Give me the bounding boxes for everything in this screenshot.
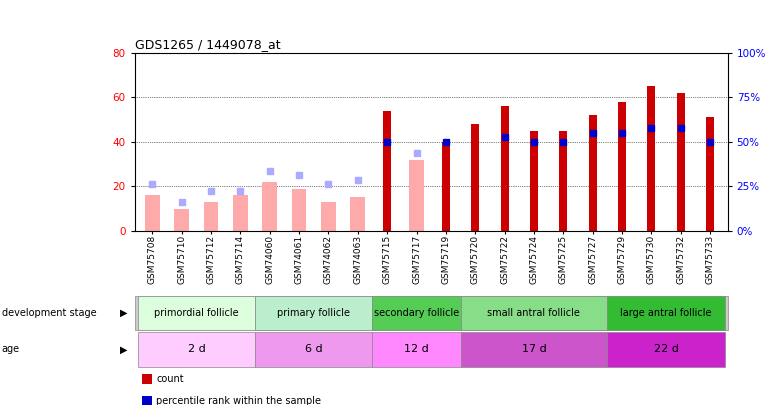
- Text: primary follicle: primary follicle: [277, 308, 350, 318]
- Text: ▶: ▶: [119, 308, 127, 318]
- Text: 22 d: 22 d: [654, 344, 678, 354]
- Text: count: count: [156, 374, 184, 384]
- Text: primordial follicle: primordial follicle: [154, 308, 239, 318]
- Bar: [263, 182, 277, 231]
- Bar: [559, 130, 567, 231]
- Bar: [292, 188, 306, 231]
- Text: 17 d: 17 d: [521, 344, 546, 354]
- Text: GDS1265 / 1449078_at: GDS1265 / 1449078_at: [135, 38, 280, 51]
- Text: large antral follicle: large antral follicle: [621, 308, 711, 318]
- Bar: [350, 198, 365, 231]
- Bar: [233, 195, 248, 231]
- Bar: [471, 124, 479, 231]
- Bar: [204, 202, 219, 231]
- Text: 12 d: 12 d: [404, 344, 429, 354]
- Bar: [174, 209, 189, 231]
- Text: development stage: development stage: [2, 308, 96, 318]
- Bar: [145, 195, 159, 231]
- Bar: [706, 117, 714, 231]
- Text: ▶: ▶: [119, 344, 127, 354]
- Text: small antral follicle: small antral follicle: [487, 308, 581, 318]
- Text: 2 d: 2 d: [188, 344, 206, 354]
- Bar: [500, 106, 509, 231]
- Bar: [409, 160, 424, 231]
- Bar: [383, 111, 391, 231]
- Bar: [530, 130, 538, 231]
- Bar: [648, 86, 655, 231]
- Bar: [618, 102, 626, 231]
- Bar: [321, 202, 336, 231]
- Bar: [677, 93, 685, 231]
- Text: 6 d: 6 d: [305, 344, 323, 354]
- Bar: [588, 115, 597, 231]
- Text: percentile rank within the sample: percentile rank within the sample: [156, 396, 321, 405]
- Text: secondary follicle: secondary follicle: [374, 308, 459, 318]
- Text: age: age: [2, 344, 20, 354]
- Bar: [442, 142, 450, 231]
